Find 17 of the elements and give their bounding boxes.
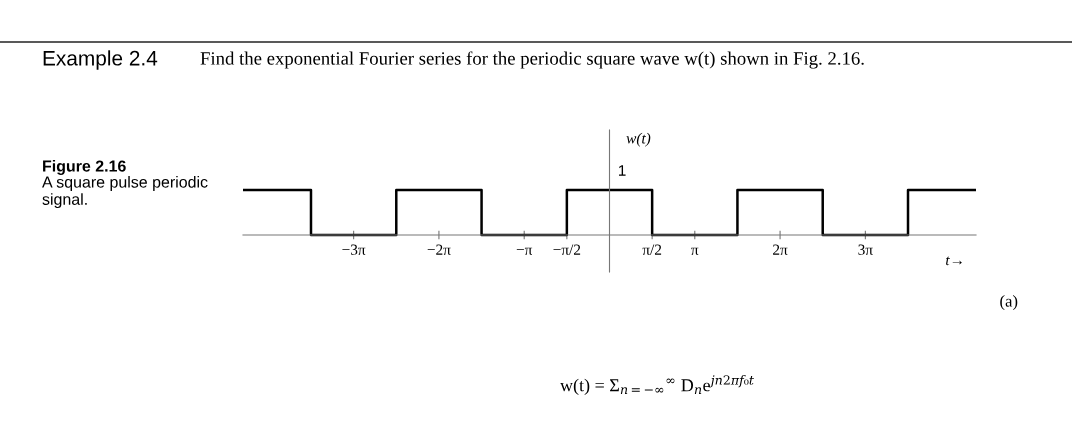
x-tick-label: −2π — [427, 244, 451, 255]
text: A square pulse periodic signal. — [42, 176, 208, 209]
chart-subtitle: Find the exponential Fourier series for the periodic square wave w(t) shown in Fig. 2.16. — [200, 51, 864, 69]
text: w(t) = Σ$_{n=−∞}$$^{∞}$ D$_{n}$e$^{jn2πf₀t}$ — [560, 375, 754, 396]
x-tick-label: π — [691, 247, 699, 255]
x-tick-label: π/2 — [642, 244, 662, 255]
text: (a) — [1000, 295, 1018, 311]
x-axis-title: t→ — [946, 256, 962, 266]
x-tick-label: 3π — [858, 244, 873, 255]
caption: Figure 2.16 — [43, 160, 126, 175]
y-axis-title: w(t) — [626, 132, 651, 147]
x-tick-label: 2π — [773, 244, 788, 255]
x-tick-label: −π/2 — [553, 244, 581, 255]
x-tick-label: −3π — [342, 244, 366, 255]
annotation: 1 — [619, 165, 626, 176]
x-tick-label: −π — [516, 247, 533, 255]
chart-title: Example 2.4 — [43, 50, 158, 70]
